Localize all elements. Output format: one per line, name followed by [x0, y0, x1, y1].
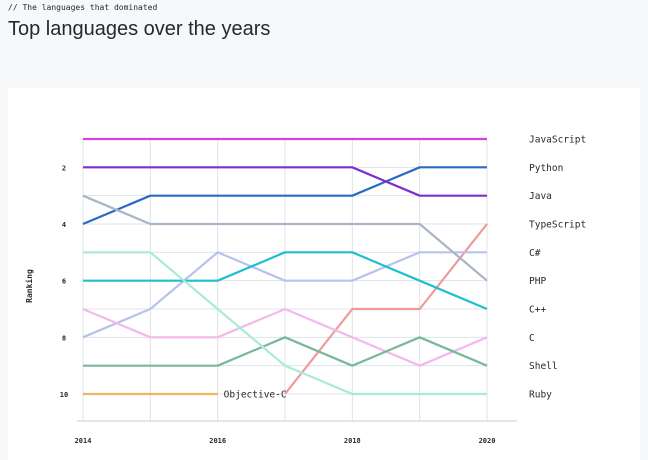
y-tick-label: 6 — [62, 278, 66, 286]
series-lines — [82, 137, 488, 396]
y-tick-label: 4 — [62, 221, 66, 229]
series-label-typescript: TypeScript — [529, 220, 586, 231]
series-label-python: Python — [529, 163, 563, 174]
rank-chart: 2 4 6 8 10 2014 2016 2018 2020 Ranking JavaScrip… — [24, 135, 587, 446]
series-label-java: Java — [529, 191, 552, 202]
y-tick-label: 2 — [62, 164, 66, 172]
y-tick-label: 8 — [62, 334, 66, 342]
series-label-c: C — [529, 333, 535, 344]
series-line-c — [83, 251, 488, 311]
page-title: Top languages over the years — [8, 18, 271, 40]
y-axis-label: Ranking — [24, 269, 34, 303]
series-label-php: PHP — [529, 276, 546, 287]
series-label-c: C# — [529, 248, 541, 259]
series-label-shell: Shell — [529, 361, 558, 372]
series-line-php — [82, 194, 488, 282]
series-line-python — [82, 166, 487, 226]
series-line-c — [82, 307, 488, 367]
axis-ticks: 2 4 6 8 10 2014 2016 2018 2020 — [60, 164, 496, 445]
series-line-c — [82, 251, 487, 339]
series-line-java — [83, 166, 487, 197]
series-label-ruby: Ruby — [529, 390, 552, 401]
series-labels: JavaScript Python Java TypeScript C# PHP C++ C S… — [224, 135, 587, 401]
x-tick-label: 2014 — [75, 437, 92, 445]
x-tick-label: 2018 — [344, 437, 361, 445]
series-label-javascript: JavaScript — [529, 135, 586, 146]
series-line-shell — [83, 336, 488, 367]
x-tick-label: 2016 — [209, 437, 226, 445]
series-label-objective-c: Objective-C — [224, 390, 287, 401]
x-tick-label: 2020 — [479, 437, 496, 445]
series-label-c: C++ — [529, 305, 546, 316]
eyebrow-caption: // The languages that dominated — [8, 3, 158, 12]
series-line-ruby — [83, 251, 487, 396]
y-tick-label: 10 — [60, 391, 68, 399]
chart-card: 2 4 6 8 10 2014 2016 2018 2020 Ranking JavaScrip… — [8, 88, 640, 460]
